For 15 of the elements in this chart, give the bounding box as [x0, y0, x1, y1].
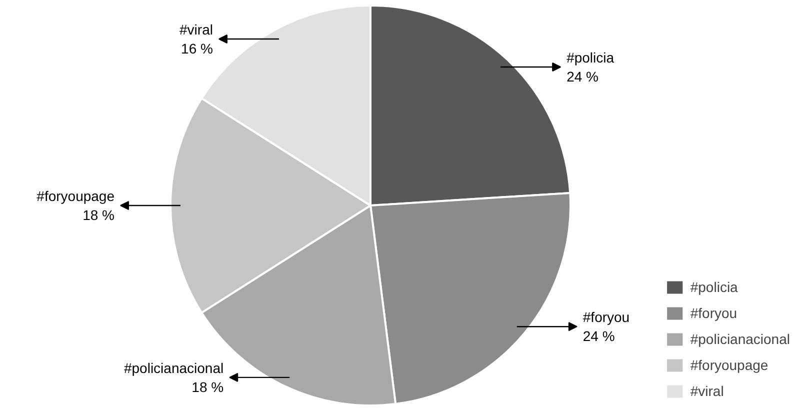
legend-label: #policia [690, 279, 738, 295]
data-label: 18 % [82, 207, 115, 224]
slice-label: #viral [180, 21, 213, 38]
data-label: 24 % [582, 328, 615, 344]
legend-label: #viral [690, 383, 724, 399]
legend-label: #foryou [690, 305, 738, 321]
slice-label: #policia [566, 49, 614, 66]
slice-label: #foryoupage [36, 188, 115, 204]
data-label: 16 % [181, 40, 213, 57]
slice-label: #policianacional [124, 360, 224, 376]
data-label: 24 % [566, 68, 598, 85]
legend-label: #policianacional [690, 331, 790, 347]
slice-label: #foryou [582, 309, 630, 326]
legend-label: #foryoupage [690, 357, 768, 373]
data-label: 18 % [192, 379, 224, 396]
